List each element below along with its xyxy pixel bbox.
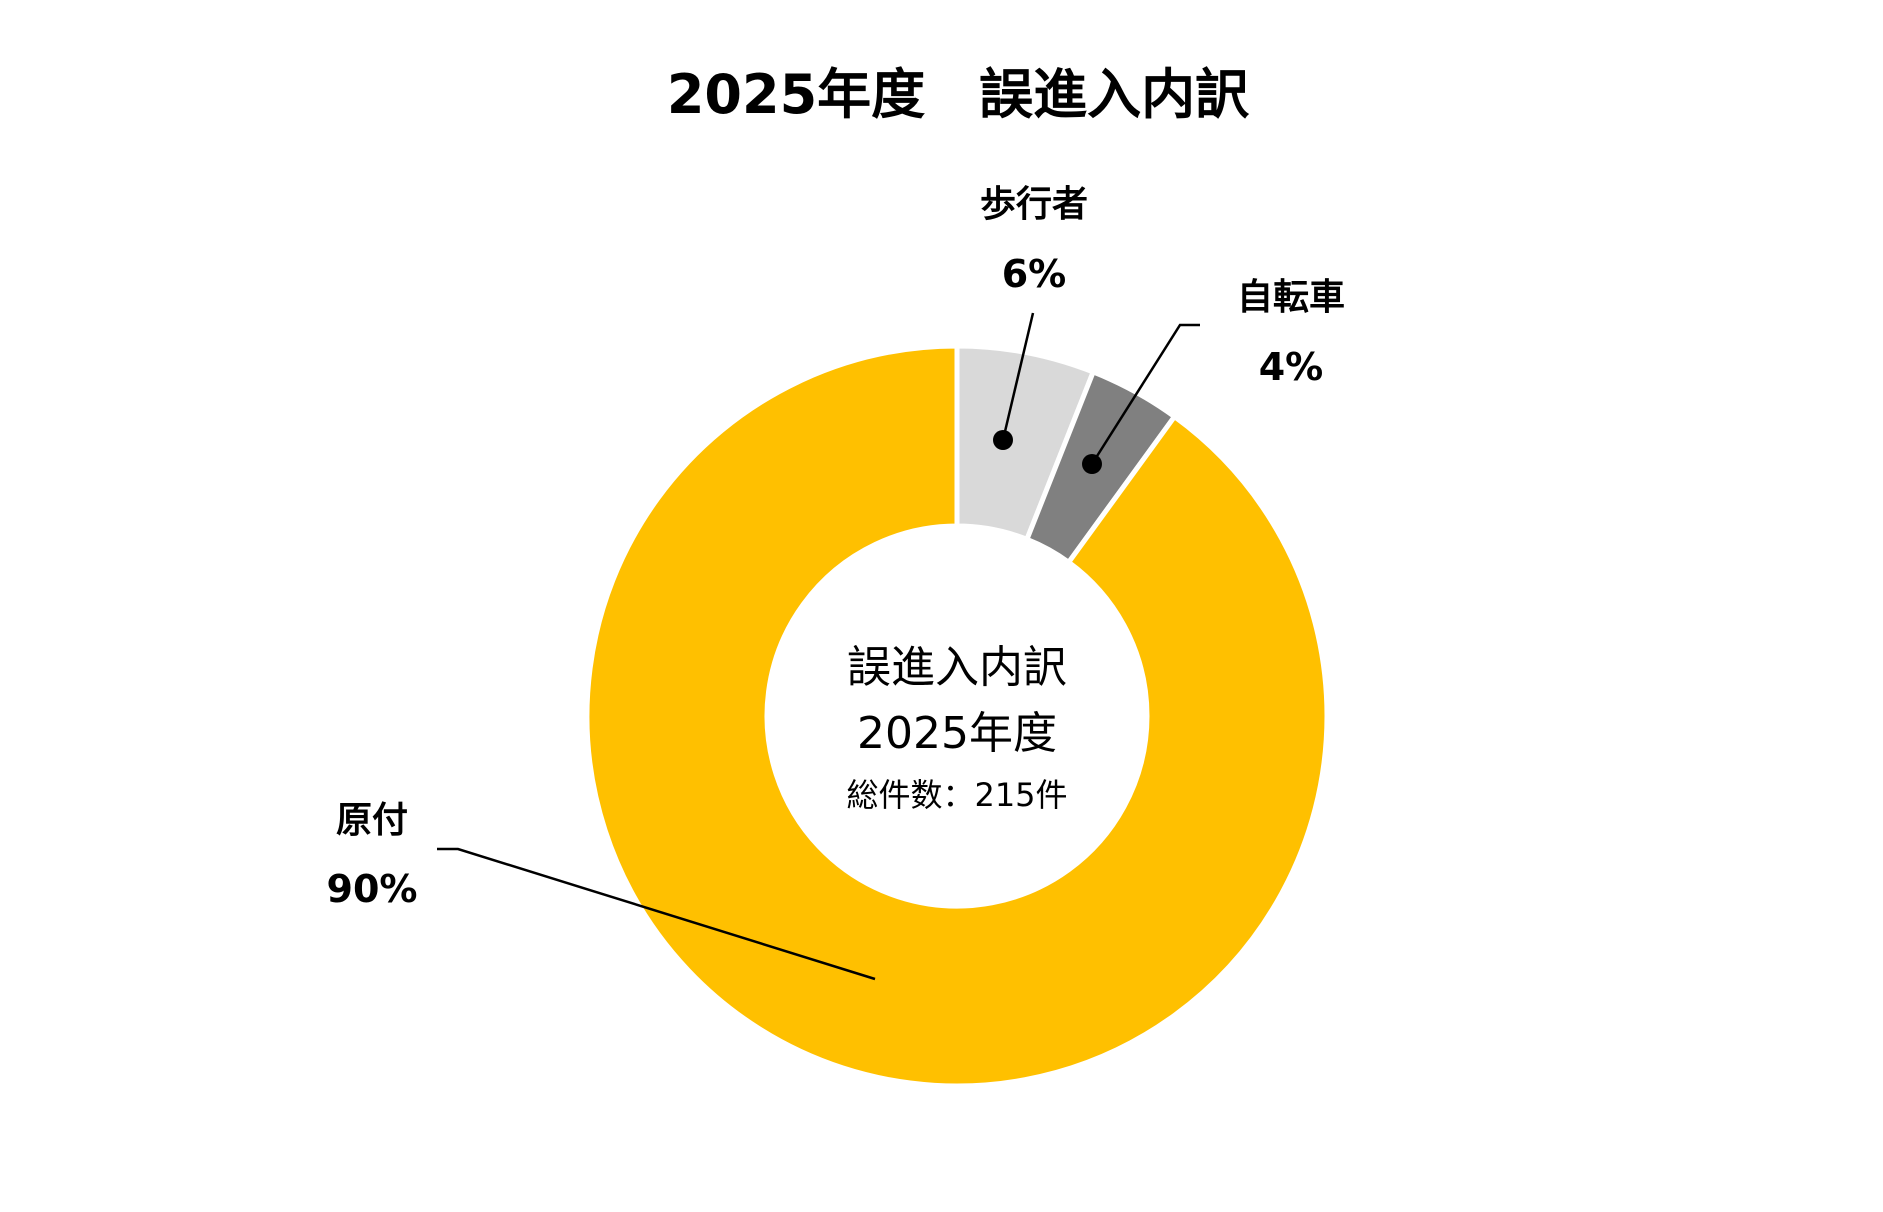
marker-bicycle	[1082, 454, 1102, 474]
slice-moped	[584, 343, 1330, 1089]
leader-pedestrian	[993, 312, 1035, 450]
slice-percent-bicycle: 4%	[1259, 345, 1324, 389]
slice-label-moped: 原付	[336, 800, 408, 841]
slice-label-bicycle: 自転車	[1237, 277, 1345, 318]
slice-label-pedestrian: 歩行者	[980, 184, 1088, 225]
slice-percent-moped: 90%	[327, 867, 418, 911]
marker-pedestrian	[993, 430, 1013, 450]
slice-percent-pedestrian: 6%	[1002, 252, 1067, 296]
leader-bicycle	[1082, 323, 1200, 474]
leader-moped	[437, 847, 876, 981]
center-title: 誤進入内訳	[847, 642, 1067, 693]
center-year: 2025年度	[857, 708, 1057, 759]
center-total: 総件数：215件	[846, 776, 1067, 814]
chart-title: 2025年度 誤進入内訳	[667, 63, 1250, 126]
